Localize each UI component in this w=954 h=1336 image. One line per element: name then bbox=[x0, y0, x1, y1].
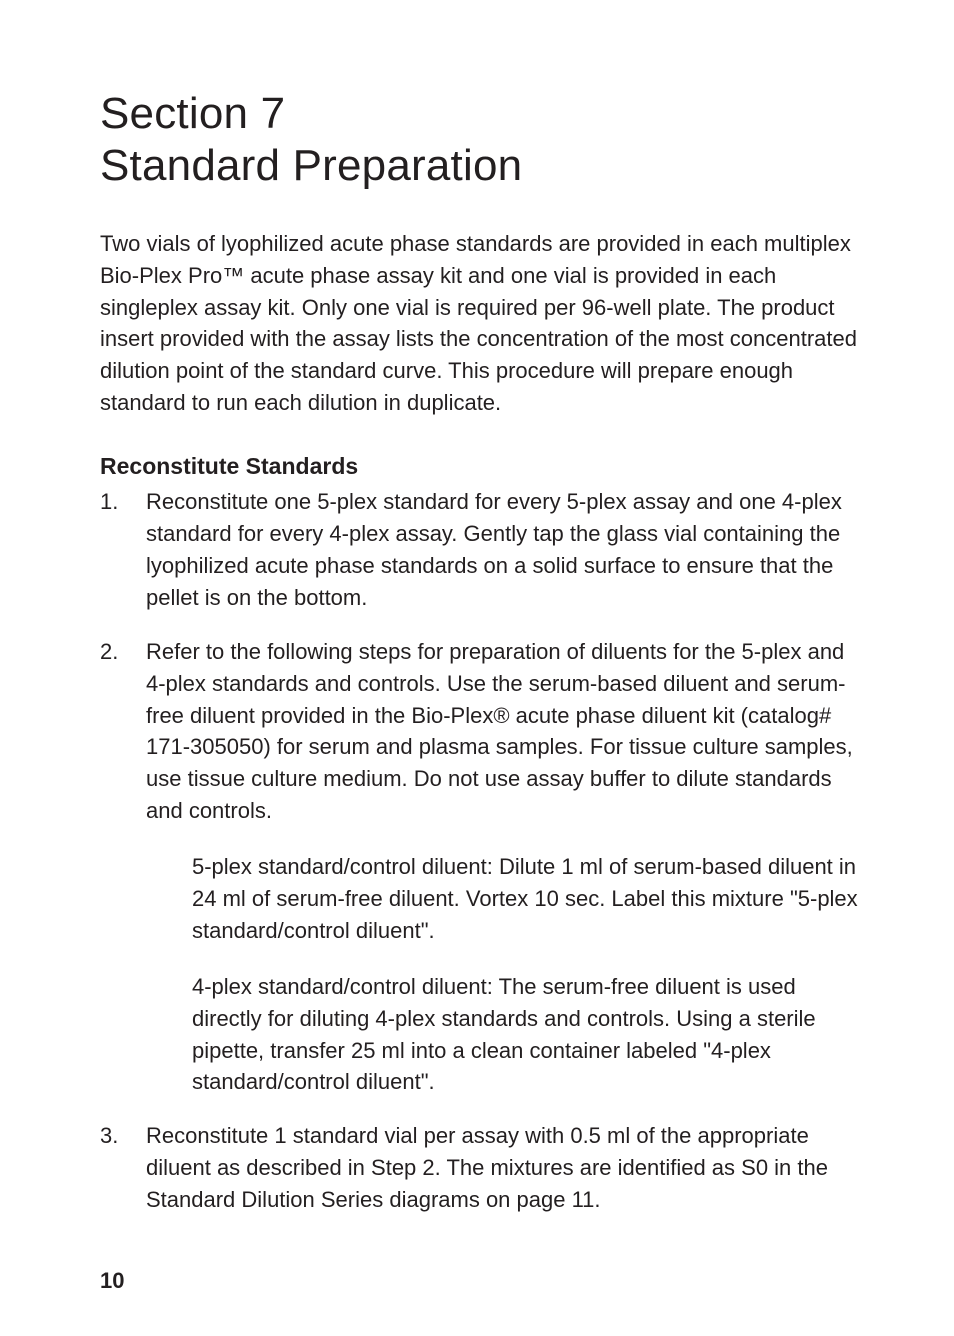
list-item: Refer to the following steps for prepara… bbox=[100, 636, 858, 1099]
intro-paragraph: Two vials of lyophilized acute phase sta… bbox=[100, 228, 858, 419]
sub-label: 5-plex standard/control diluent: bbox=[192, 854, 493, 879]
list-item-text: Refer to the following steps for prepara… bbox=[146, 639, 853, 823]
document-page: Section 7 Standard Preparation Two vials… bbox=[0, 0, 954, 1216]
section-label: Section 7 bbox=[100, 89, 285, 138]
page-number: 10 bbox=[100, 1268, 124, 1294]
list-item-text: Reconstitute one 5-plex standard for eve… bbox=[146, 489, 842, 610]
list-item: Reconstitute one 5-plex standard for eve… bbox=[100, 486, 858, 614]
list-item-text: Reconstitute 1 standard vial per assay w… bbox=[146, 1123, 828, 1212]
sub-block-4plex: 4-plex standard/control diluent: The ser… bbox=[146, 971, 858, 1099]
section-title: Standard Preparation bbox=[100, 141, 522, 190]
subheading-reconstitute: Reconstitute Standards bbox=[100, 453, 858, 480]
sub-block-5plex: 5-plex standard/control diluent: Dilute … bbox=[146, 851, 858, 947]
ordered-list: Reconstitute one 5-plex standard for eve… bbox=[100, 486, 858, 1216]
section-heading: Section 7 Standard Preparation bbox=[100, 88, 858, 192]
list-item: Reconstitute 1 standard vial per assay w… bbox=[100, 1120, 858, 1216]
sub-label: 4-plex standard/control diluent: bbox=[192, 974, 493, 999]
